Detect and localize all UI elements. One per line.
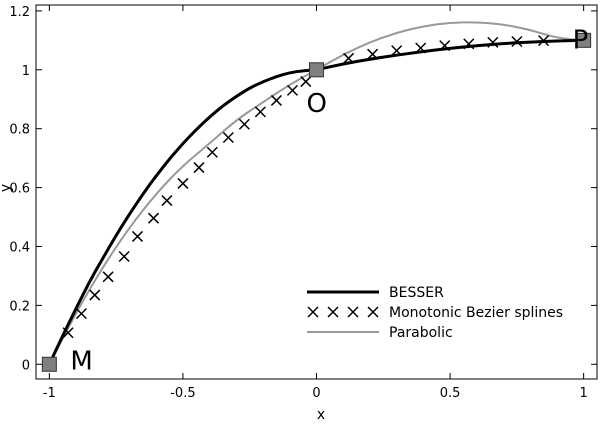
control-points-layer: M O P [41,25,592,376]
bezier-marker [415,42,427,54]
y-tick-label: 1.2 [9,5,30,20]
x-tick-label: -0.5 [170,386,195,401]
y-tick-label: 0 [22,358,30,373]
bezier-marker [300,76,312,88]
bezier-marker [439,40,451,52]
control-point-label-o: O [307,89,327,119]
bezier-marker [463,38,475,50]
legend-label: Parabolic [389,325,453,341]
legend-label: BESSER [389,285,444,301]
bezier-marker [62,327,74,339]
control-point-label-p: P [573,25,589,55]
bezier-marker [161,195,173,207]
bezier-marker [131,230,144,242]
x-tick-label: 0.5 [440,386,461,401]
bezier-marker [89,289,101,301]
x-tick-label: 1 [580,386,588,401]
legend-entry-besser: BESSER [307,285,444,301]
control-point-m [41,356,57,372]
plot-area [35,4,598,380]
control-point-o [309,62,324,78]
legend-marker [307,306,319,318]
series-line-besser [47,38,586,366]
control-point-p [576,32,592,48]
bezier-marker [487,36,499,48]
bezier-marker [391,45,403,57]
y-tick-label: 0.8 [9,123,30,138]
legend: BESSER Monotonic Bezier splines Parabolic [307,285,563,341]
y-axis-label: y [0,184,14,192]
legend-marker [347,306,359,318]
bezier-marker [193,162,205,174]
bezier-marker [254,106,266,118]
legend-marker [327,306,339,318]
bezier-marker [75,308,87,320]
x-axis-label: x [317,407,325,423]
series-layer [47,21,586,366]
x-tick-label: 0 [312,386,320,401]
bezier-marker [343,52,355,64]
bezier-marker [102,271,114,283]
bezier-marker [286,84,298,96]
bezier-marker [206,146,218,158]
bezier-marker [118,250,130,263]
bezier-marker [177,177,189,189]
bezier-marker [238,118,250,130]
y-tick-label: 0.2 [9,299,30,314]
plot-frame [35,4,598,380]
series-line-parabolic [48,21,585,366]
bezier-marker [222,131,234,144]
control-point-label-m: M [70,346,92,376]
bezier-marker [511,35,523,48]
legend-entry-parabolic: Parabolic [307,325,453,341]
bezier-marker [538,35,550,47]
y-tick-label: 0.6 [9,182,30,197]
legend-marker [367,306,379,318]
bezier-marker [367,48,379,60]
legend-entry-monotonic-bezier-splines: Monotonic Bezier splines [307,305,563,321]
x-tick-label: -1 [43,386,56,401]
bezier-marker [270,94,282,106]
bezier-marker [148,212,160,224]
axes-layer: -1 -0.5 0 0.5 1 0 0.2 0.4 0.6 0.8 1 1.2 [9,5,597,401]
y-tick-label: 0.4 [9,240,30,255]
y-tick-label: 1 [22,64,30,79]
legend-label: Monotonic Bezier splines [389,305,563,321]
